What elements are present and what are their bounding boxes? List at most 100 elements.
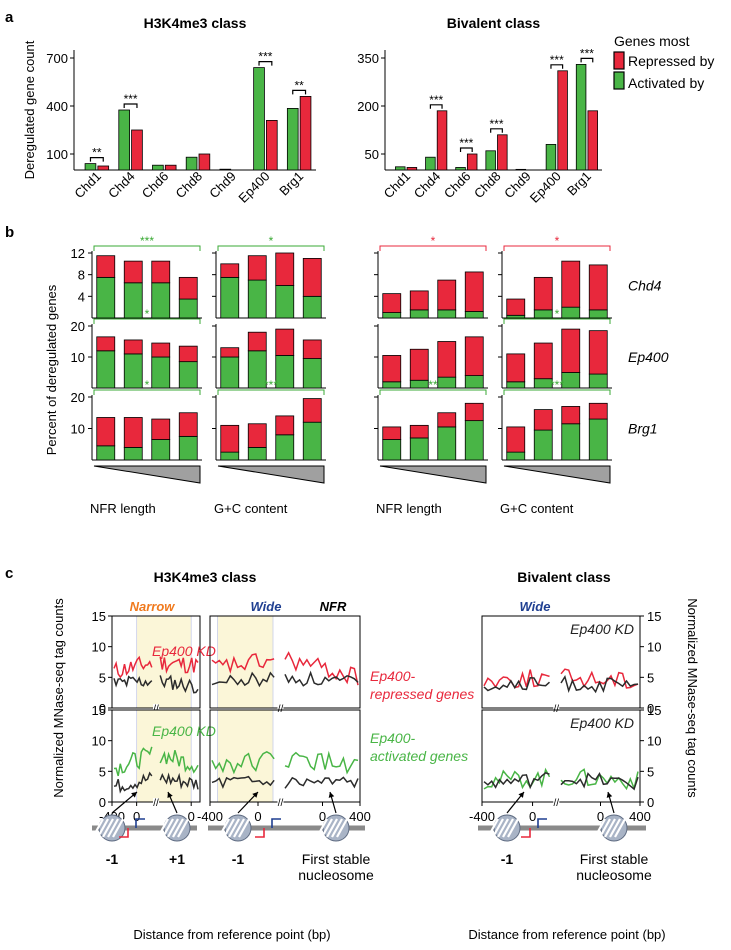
bar-activated [437, 376, 457, 389]
bar-activated [506, 381, 526, 389]
axis-break-gap [153, 704, 159, 712]
legend-title: Genes most [614, 33, 690, 49]
x-tick-label: 0 [188, 809, 195, 824]
y-tick-label: 0 [647, 701, 654, 716]
significance-bracket [379, 245, 487, 251]
kd-label: Ep400 KD [152, 643, 216, 659]
nucleosome-hatch [599, 818, 611, 838]
x-tick-label: Chd8 [471, 169, 504, 202]
bar-repressed [302, 398, 322, 423]
x-tick-label: Brg1 [564, 169, 594, 199]
x-tick-label: -400 [469, 809, 495, 824]
bar-activated [152, 164, 164, 171]
kd-label: Ep400 KD [570, 715, 634, 731]
y-tick-label: 10 [92, 734, 106, 749]
bar-repressed [533, 409, 553, 431]
significance-bracket [93, 389, 201, 395]
y-tick-label: 4 [78, 289, 85, 304]
nucleosome-hatch [487, 818, 499, 838]
bar-activated [382, 381, 402, 389]
panel-a-legend: Genes most Repressed by Activated by [613, 33, 714, 91]
panel-c-ylabel-right: Normalized MNase-seq tag counts [685, 598, 700, 798]
nucleosome-hatch [604, 818, 616, 838]
bar-repressed [437, 279, 457, 311]
bar-activated [561, 423, 581, 461]
axis-break-gap [277, 798, 284, 806]
tss-arrow-icon [135, 818, 145, 828]
bar-activated [464, 420, 484, 461]
y-tick-label: 5 [647, 764, 654, 779]
bar-activated [275, 285, 295, 319]
bar-activated [123, 353, 143, 389]
panel-b-ylabel: Percent of deregulated genes [44, 284, 59, 455]
bar-repressed [96, 336, 116, 352]
bar-activated [118, 109, 130, 171]
x-tick-label: 0 [597, 809, 604, 824]
bar-repressed [382, 293, 402, 313]
diagram-narrow: -1 +1 [92, 791, 197, 867]
significance-stars: *** [124, 92, 138, 106]
legend-activated: Activated by [628, 75, 704, 91]
bar-repressed [506, 426, 526, 453]
significance-bracket [459, 147, 473, 152]
bar-repressed [561, 406, 581, 425]
bar-activated [506, 451, 526, 461]
x-tick-label: Brg1 [276, 169, 306, 199]
chart-title: Bivalent class [447, 15, 541, 31]
bar-repressed [275, 415, 295, 436]
bar-activated [96, 350, 116, 389]
nucleosome-hatch [162, 818, 174, 838]
gradient-wedge [93, 465, 201, 484]
bar-activated [395, 166, 406, 171]
stacked-group-0-2: * [374, 234, 488, 319]
pointer-arrow [111, 791, 138, 814]
significance-stars: * [145, 307, 150, 321]
nucleosome-hatch [336, 818, 348, 838]
bar-repressed [437, 412, 457, 428]
significance-bracket [580, 57, 594, 63]
bar-repressed [588, 402, 608, 420]
bar-activated [545, 143, 557, 171]
bar-activated [220, 356, 240, 389]
bar-activated [84, 163, 97, 171]
significance-bracket [123, 103, 138, 108]
significance-bracket [503, 318, 611, 324]
x-tick-label: Ep400 [235, 169, 272, 206]
panel-label-b: b [5, 224, 14, 241]
legend-repressed: Repressed by [628, 53, 714, 69]
y-tick-label: 400 [46, 99, 68, 114]
nucleosome-minus1-label: -1 [106, 851, 119, 867]
significance-bracket [550, 64, 564, 69]
bar-repressed [464, 336, 484, 377]
bar-activated [151, 439, 171, 461]
significance-bracket [292, 89, 307, 95]
significance-stars: *** [264, 378, 278, 392]
control-trace [211, 670, 359, 688]
tss-arrow-icon [271, 818, 281, 828]
axis-break-mark: // [278, 798, 284, 809]
control-trace [113, 674, 199, 694]
x-tick-label: Ep400 [527, 169, 564, 206]
axis-break-gap [553, 798, 560, 806]
stacked-group-1-3: * [498, 307, 612, 389]
kd-label: Ep400 KD [152, 723, 216, 739]
stacked-group-0-0: 4 8 12 *** [71, 234, 202, 319]
x-tick-label: Chd6 [139, 169, 172, 202]
bar-repressed [275, 252, 295, 286]
y-tick-label: 100 [46, 147, 68, 162]
nucleosome-hatch [102, 818, 114, 838]
y-tick-label: 50 [365, 147, 379, 162]
bar-repressed [466, 153, 478, 171]
bar-activated [588, 309, 608, 319]
significance-bracket [258, 61, 273, 66]
bar-repressed [97, 165, 110, 171]
kd-label: Ep400 KD [570, 621, 634, 637]
nucleosome-hatch [223, 818, 235, 838]
x-tick-label: 0 [319, 809, 326, 824]
bar-activated [96, 445, 116, 461]
significance-stars: *** [550, 378, 564, 392]
arrowhead-icon [606, 792, 613, 798]
